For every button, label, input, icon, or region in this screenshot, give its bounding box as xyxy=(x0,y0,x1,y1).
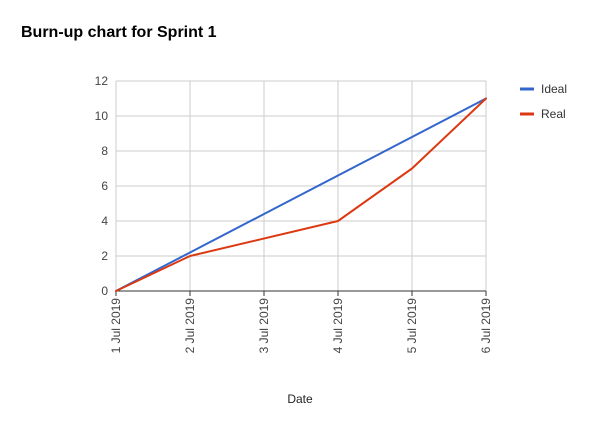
gridlines xyxy=(115,80,487,292)
series-line-ideal xyxy=(115,97,487,292)
chart-title: Burn-up chart for Sprint 1 xyxy=(21,24,217,41)
legend: Ideal Real xyxy=(520,82,567,121)
y-tick-label: 6 xyxy=(101,179,108,193)
x-tick-label: 4 Jul 2019 xyxy=(331,298,345,354)
y-tick-label: 4 xyxy=(101,214,108,228)
x-tick-label: 3 Jul 2019 xyxy=(257,298,271,354)
series-lines xyxy=(115,97,487,292)
legend-label-ideal: Ideal xyxy=(541,82,567,96)
y-axis-ticks: 0 2 4 6 8 10 12 xyxy=(95,74,109,298)
x-tick-label: 6 Jul 2019 xyxy=(479,298,493,354)
x-axis-ticks: 1 Jul 2019 2 Jul 2019 3 Jul 2019 4 Jul 2019… xyxy=(109,291,493,353)
x-tick-label: 5 Jul 2019 xyxy=(405,298,419,354)
y-tick-label: 8 xyxy=(101,144,108,158)
y-tick-label: 2 xyxy=(101,249,108,263)
series-line-real xyxy=(115,97,487,292)
x-tick-label: 2 Jul 2019 xyxy=(183,298,197,354)
legend-label-real: Real xyxy=(541,107,566,121)
x-tick-label: 1 Jul 2019 xyxy=(109,298,123,354)
y-tick-label: 0 xyxy=(101,284,108,298)
y-tick-label: 12 xyxy=(95,74,109,88)
x-axis-label: Date xyxy=(287,392,313,406)
y-tick-label: 10 xyxy=(95,109,109,123)
